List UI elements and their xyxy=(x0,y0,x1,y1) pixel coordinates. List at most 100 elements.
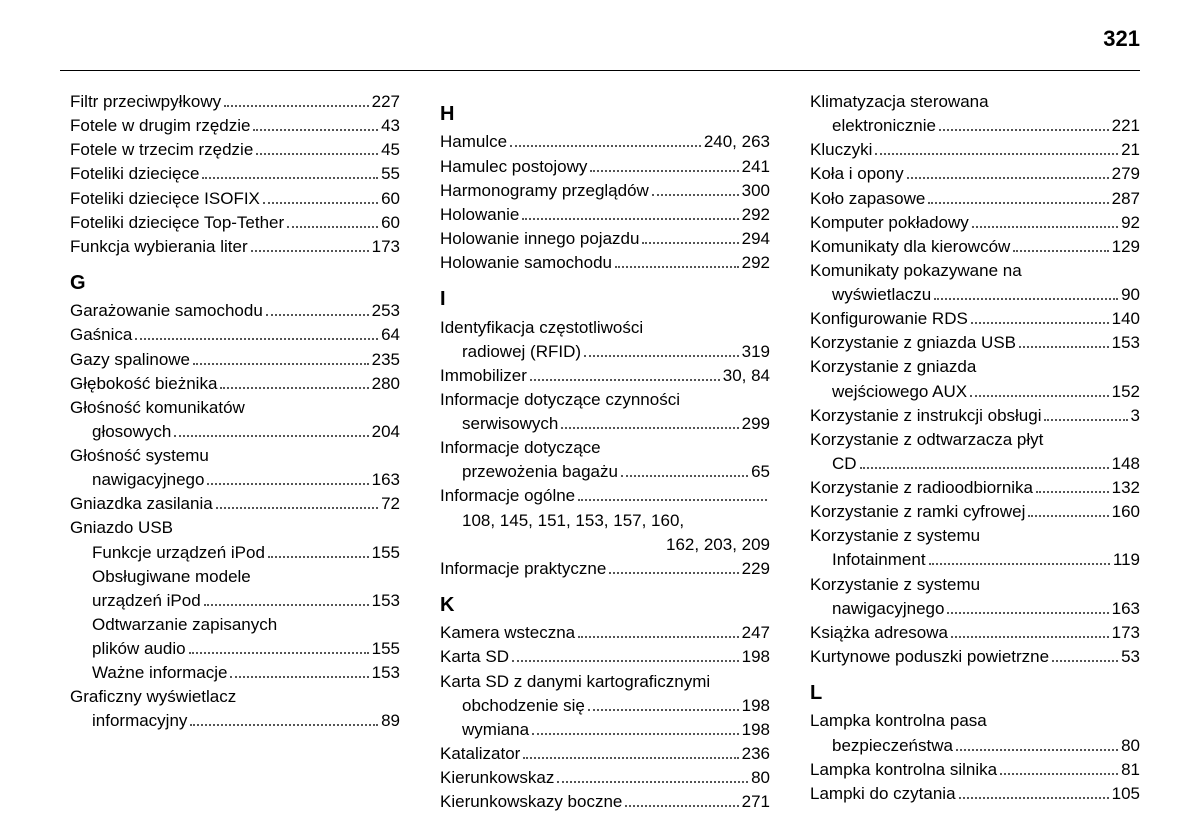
index-entry: Foteliki dziecięce Top-Tether60 xyxy=(70,211,400,235)
section-letter: K xyxy=(440,591,770,619)
index-entry-page: 299 xyxy=(742,412,770,436)
index-entry-label: Informacje ogólne xyxy=(440,484,575,508)
index-entry: Infotainment 119 xyxy=(810,548,1140,572)
index-text-line: Klimatyzacja sterowana xyxy=(810,90,1140,114)
section-letter: H xyxy=(440,100,770,128)
index-entry-label: Foteliki dziecięce xyxy=(70,162,199,186)
index-entry: Katalizator236 xyxy=(440,742,770,766)
index-entry-page: 21 xyxy=(1121,138,1140,162)
index-entry-page: 92 xyxy=(1121,211,1140,235)
index-entry-page: 240, 263 xyxy=(704,130,770,154)
index-entry-page: 279 xyxy=(1112,162,1140,186)
leader-dots xyxy=(1036,478,1109,493)
index-entry: Fotele w trzecim rzędzie45 xyxy=(70,138,400,162)
index-text-line: Lampka kontrolna pasa xyxy=(810,709,1140,733)
index-entry-label: Konfigurowanie RDS xyxy=(810,307,968,331)
index-entry-label: bezpieczeństwa xyxy=(832,734,953,758)
index-entry-page: 173 xyxy=(1112,621,1140,645)
leader-dots xyxy=(929,550,1110,565)
index-entry: Kierunkowskazy boczne271 xyxy=(440,790,770,814)
index-entry-page: 319 xyxy=(742,340,770,364)
index-entry-page: 160 xyxy=(1112,500,1140,524)
leader-dots xyxy=(642,229,738,244)
leader-dots xyxy=(174,422,368,437)
index-entry-label: Koła i opony xyxy=(810,162,904,186)
index-entry-page: 292 xyxy=(742,203,770,227)
index-entry-label: Informacje praktyczne xyxy=(440,557,606,581)
index-entry: informacyjny89 xyxy=(70,709,400,733)
leader-dots xyxy=(578,623,739,638)
index-text-line: Karta SD z danymi kartograficznymi xyxy=(440,670,770,694)
index-entry-label: Komputer pokładowy xyxy=(810,211,969,235)
index-entry-label: Fotele w drugim rzędzie xyxy=(70,114,250,138)
index-entry-page: 90 xyxy=(1121,283,1140,307)
index-entry-page: 152 xyxy=(1112,380,1140,404)
index-entry-label: Korzystanie z instrukcji obsługi xyxy=(810,404,1041,428)
index-entry-label: Korzystanie z ramki cyfrowej xyxy=(810,500,1025,524)
index-entry-label: Infotainment xyxy=(832,548,926,572)
index-entry-label: Kluczyki xyxy=(810,138,872,162)
index-entry-label: Komunikaty dla kierowców xyxy=(810,235,1010,259)
index-entry-page: 241 xyxy=(742,155,770,179)
index-entry: Korzystanie z radioodbiornika132 xyxy=(810,476,1140,500)
leader-dots xyxy=(590,156,738,171)
leader-dots xyxy=(584,341,739,356)
index-entry: Korzystanie z gniazda USB153 xyxy=(810,331,1140,355)
section-letter: G xyxy=(70,269,400,297)
index-entry: Foteliki dziecięce ISOFIX60 xyxy=(70,187,400,211)
leader-dots xyxy=(202,164,378,179)
index-entry: wymiana198 xyxy=(440,718,770,742)
leader-dots xyxy=(652,180,739,195)
leader-dots xyxy=(907,164,1109,179)
index-entry-page: 227 xyxy=(372,90,400,114)
index-entry-page: 119 xyxy=(1113,548,1140,572)
index-entry: plików audio155 xyxy=(70,637,400,661)
index-entry-page: 153 xyxy=(372,661,400,685)
index-entry: Funkcja wybierania liter173 xyxy=(70,235,400,259)
section-letter: L xyxy=(810,679,1140,707)
index-entry-page: 64 xyxy=(381,323,400,347)
leader-dots xyxy=(230,663,368,678)
leader-dots xyxy=(204,590,369,605)
index-entry-label: przewożenia bagażu xyxy=(462,460,618,484)
index-entry-page: 153 xyxy=(372,589,400,613)
index-entry: CD148 xyxy=(810,452,1140,476)
index-entry-label: Hamulec postojowy xyxy=(440,155,587,179)
index-entry-label: Kierunkowskaz xyxy=(440,766,554,790)
index-entry-label: Harmonogramy przeglądów xyxy=(440,179,649,203)
index-entry: serwisowych 299 xyxy=(440,412,770,436)
index-entry: Filtr przeciwpyłkowy227 xyxy=(70,90,400,114)
index-entry-page: 148 xyxy=(1112,452,1140,476)
index-page: 321 Filtr przeciwpyłkowy227Fotele w drug… xyxy=(0,0,1200,802)
index-entry: Ważne informacje153 xyxy=(70,661,400,685)
leader-dots xyxy=(609,558,738,573)
index-entry: nawigacyjnego163 xyxy=(810,597,1140,621)
index-entry: nawigacyjnego163 xyxy=(70,468,400,492)
index-entry: Gazy spalinowe235 xyxy=(70,348,400,372)
index-entry-label: Hamulce xyxy=(440,130,507,154)
leader-dots xyxy=(522,204,738,219)
leader-dots xyxy=(530,365,720,380)
leader-dots xyxy=(268,542,369,557)
index-entry-label: Gniazdka zasilania xyxy=(70,492,213,516)
index-entry-page: 280 xyxy=(372,372,400,396)
leader-dots xyxy=(263,188,378,203)
index-entry: Książka adresowa173 xyxy=(810,621,1140,645)
index-entry-label: Lampka kontrolna silnika xyxy=(810,758,997,782)
index-entry: Gniazdka zasilania72 xyxy=(70,492,400,516)
index-entry-label: Gaśnica xyxy=(70,323,132,347)
leader-dots xyxy=(970,381,1109,396)
index-entry-page: 198 xyxy=(742,645,770,669)
leader-dots xyxy=(253,116,378,131)
index-entry: Lampka kontrolna silnika81 xyxy=(810,758,1140,782)
index-entry-label: nawigacyjnego xyxy=(832,597,944,621)
leader-dots xyxy=(625,792,738,807)
index-entry: Holowanie292 xyxy=(440,203,770,227)
index-entry-label: obchodzenie się xyxy=(462,694,585,718)
index-entry-page: 65 xyxy=(751,460,770,484)
index-entry-label: Fotele w trzecim rzędzie xyxy=(70,138,253,162)
index-entry-label: wymiana xyxy=(462,718,529,742)
index-entry: Koła i opony 279 xyxy=(810,162,1140,186)
index-column: Klimatyzacja sterowanaelektronicznie221K… xyxy=(810,90,1140,772)
index-entry-label: serwisowych xyxy=(462,412,558,436)
